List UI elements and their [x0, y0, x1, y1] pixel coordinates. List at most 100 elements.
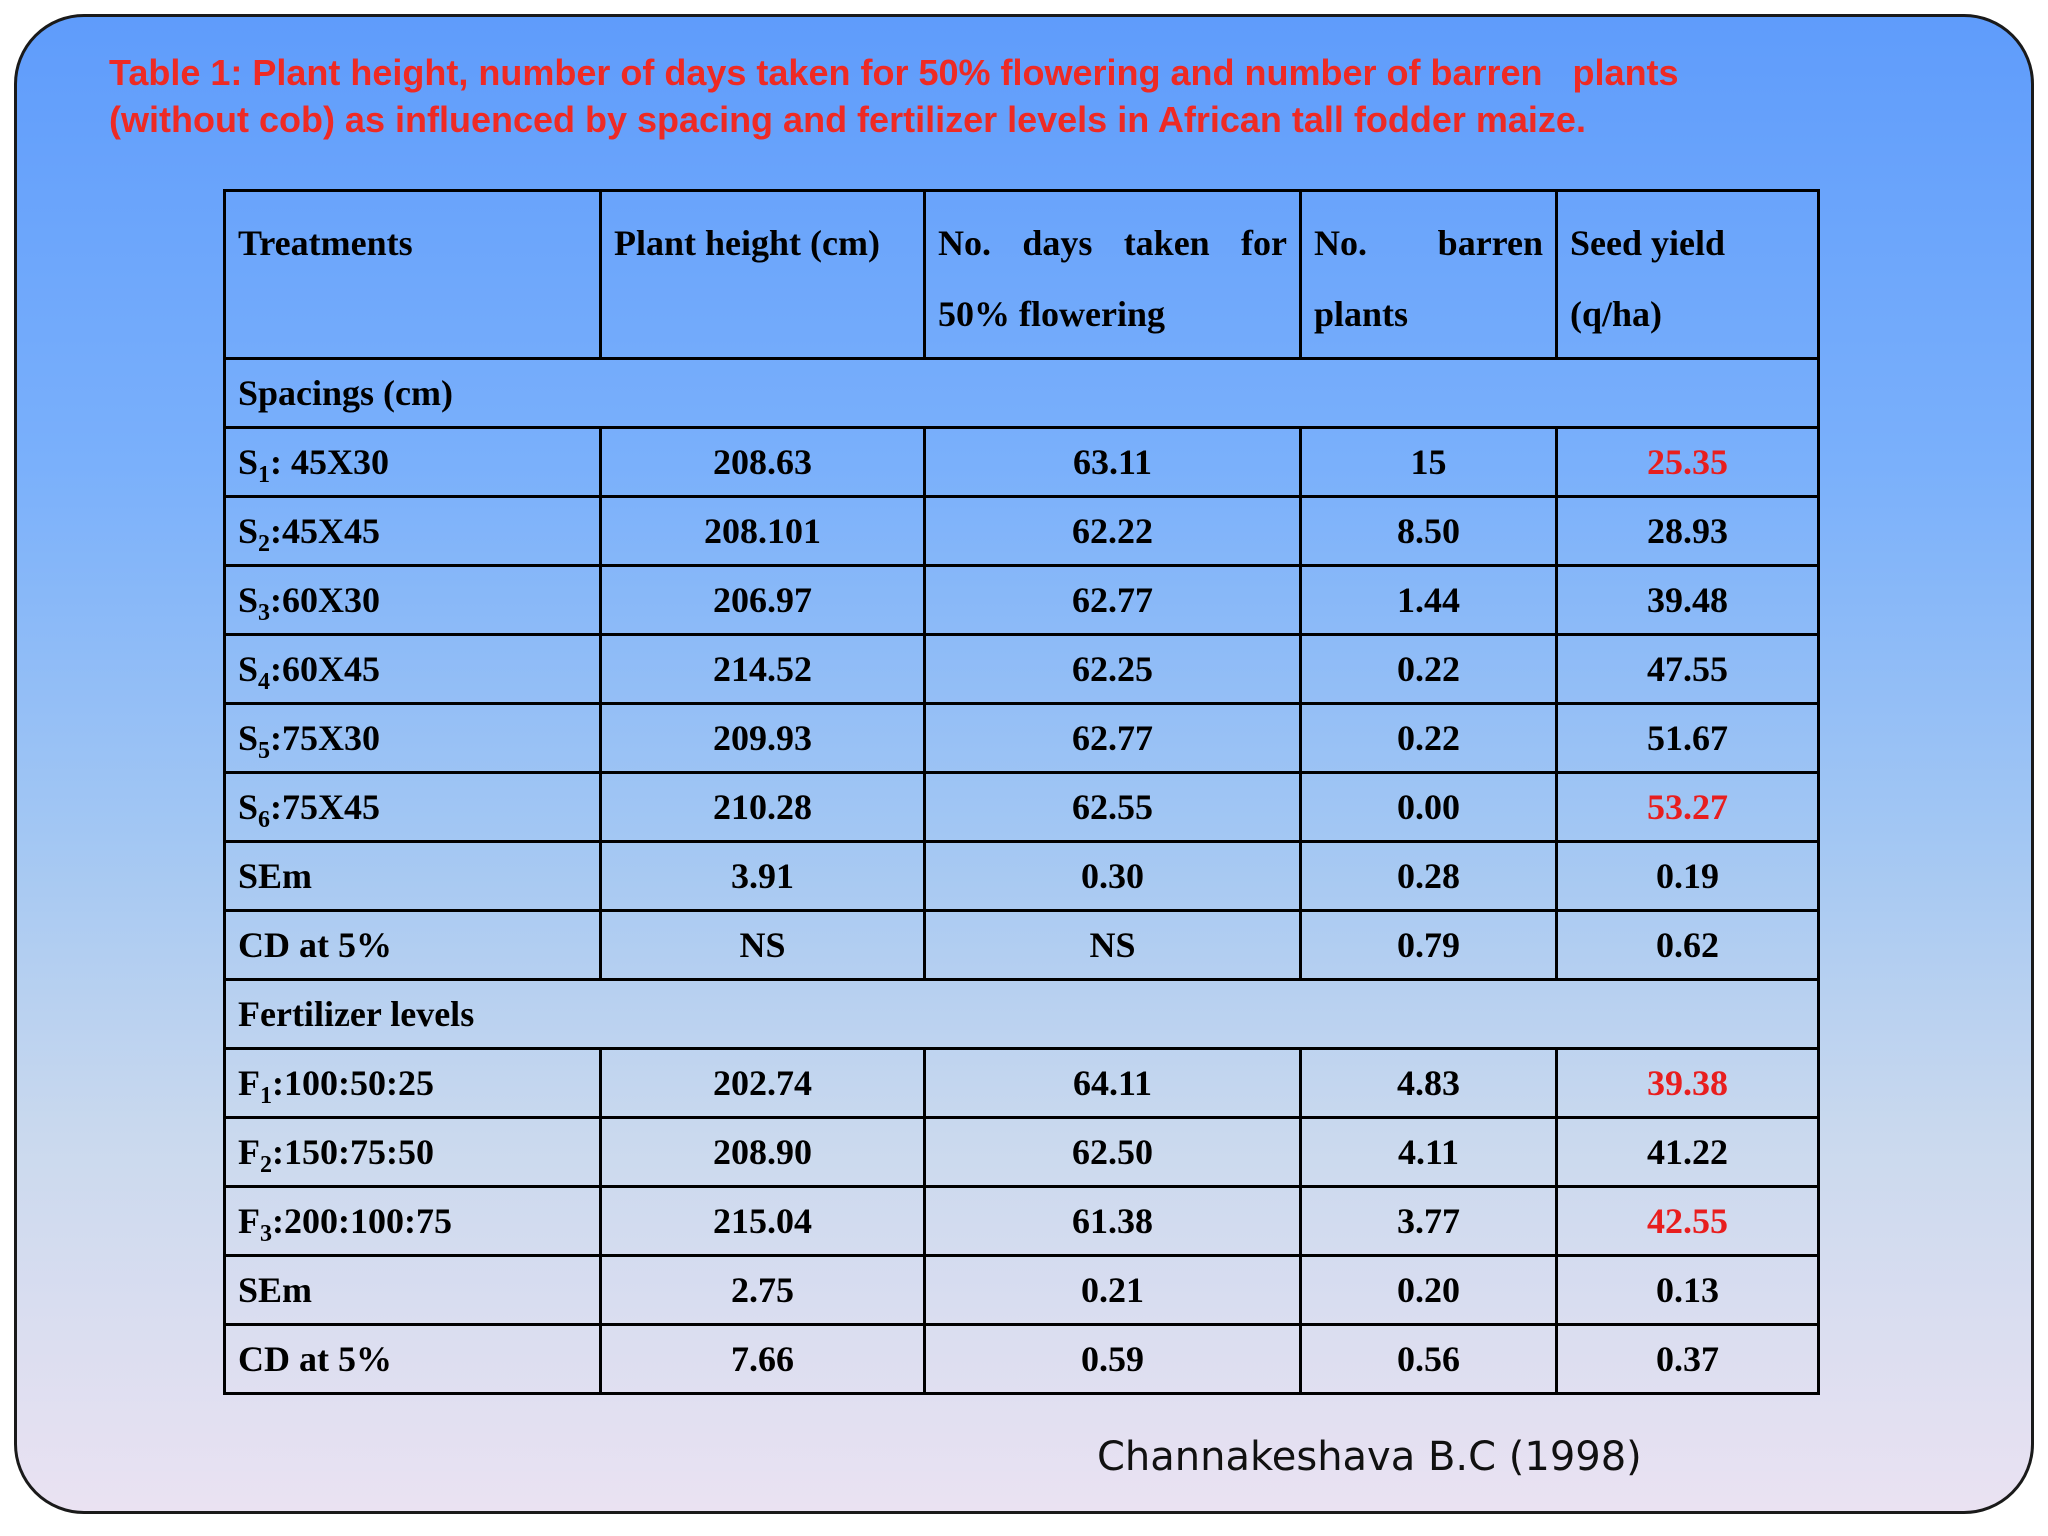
treatment-label: S1: 45X30 [223, 426, 602, 498]
seed-yield-value: 39.48 [1555, 564, 1820, 636]
days-flowering-value: 62.22 [923, 495, 1302, 567]
treatment-subscript: 4 [258, 669, 271, 695]
plant-height-value: 206.97 [599, 564, 926, 636]
barren-plants-value: 0.56 [1299, 1323, 1558, 1395]
barren-plants-value: 4.83 [1299, 1047, 1558, 1119]
treatment-detail: :75X45 [270, 787, 381, 827]
treatment-name: CD at 5% [238, 1339, 392, 1379]
seed-yield-value: 51.67 [1555, 702, 1820, 774]
plant-height-value: 214.52 [599, 633, 926, 705]
treatment-label: CD at 5% [223, 1323, 602, 1395]
days-flowering-value: 62.50 [923, 1116, 1302, 1188]
section-title: Fertilizer levels [223, 978, 1820, 1050]
treatment-detail: :60X45 [270, 649, 381, 689]
days-flowering-value: 63.11 [923, 426, 1302, 498]
header-days-flowering-line-1: No. days taken for [938, 208, 1287, 279]
table-row: F1:100:50:25 202.74 64.11 4.83 39.38 [223, 1047, 1820, 1119]
seed-yield-value: 0.37 [1555, 1323, 1820, 1395]
treatment-detail: :60X30 [270, 580, 381, 620]
table-row: F3:200:100:75 215.04 61.38 3.77 42.55 [223, 1185, 1820, 1257]
header-seed-yield-line-1: Seed yield [1570, 223, 1726, 263]
seed-yield-value: 47.55 [1555, 633, 1820, 705]
seed-yield-value: 53.27 [1555, 771, 1820, 843]
table-row: S3:60X30 206.97 62.77 1.44 39.48 [223, 564, 1820, 636]
treatment-label: CD at 5% [223, 909, 602, 981]
header-word: days [1022, 223, 1093, 263]
table-row: SEm 3.91 0.30 0.28 0.19 [223, 840, 1820, 912]
days-flowering-value: 0.30 [923, 840, 1302, 912]
header-barren-plants: No. barren plants [1299, 189, 1558, 360]
treatment-label: S6:75X45 [223, 771, 602, 843]
treatment-detail: :150:75:50 [272, 1132, 434, 1172]
days-flowering-value: 62.25 [923, 633, 1302, 705]
barren-plants-value: 1.44 [1299, 564, 1558, 636]
barren-plants-value: 0.20 [1299, 1254, 1558, 1326]
treatment-subscript: 6 [258, 807, 271, 833]
table-row: F2:150:75:50 208.90 62.50 4.11 41.22 [223, 1116, 1820, 1188]
treatment-subscript: 1 [260, 1083, 272, 1109]
table-row: S6:75X45 210.28 62.55 0.00 53.27 [223, 771, 1820, 843]
table-row: S4:60X45 214.52 62.25 0.22 47.55 [223, 633, 1820, 705]
treatment-detail: :75X30 [270, 718, 381, 758]
seed-yield-value: 42.55 [1555, 1185, 1820, 1257]
table-caption: Table 1: Plant height, number of days ta… [109, 49, 1909, 143]
plant-height-value: 208.90 [599, 1116, 926, 1188]
header-barren-plants-line-1: No. barren [1314, 208, 1543, 279]
treatment-subscript: 2 [258, 531, 271, 557]
treatment-name: S [238, 718, 259, 758]
table-row: S5:75X30 209.93 62.77 0.22 51.67 [223, 702, 1820, 774]
treatment-detail: : 45X30 [270, 442, 390, 482]
table-row: SEm 2.75 0.21 0.20 0.13 [223, 1254, 1820, 1326]
treatment-label: S3:60X30 [223, 564, 602, 636]
header-word: No. [1314, 223, 1367, 263]
barren-plants-value: 15 [1299, 426, 1558, 498]
treatment-label: F3:200:100:75 [223, 1185, 602, 1257]
treatment-name: SEm [238, 1270, 313, 1310]
header-plant-height: Plant height (cm) [599, 189, 926, 360]
slide: Table 1: Plant height, number of days ta… [14, 14, 2034, 1514]
plant-height-value: 208.101 [599, 495, 926, 567]
barren-plants-value: 0.00 [1299, 771, 1558, 843]
days-flowering-value: 0.59 [923, 1323, 1302, 1395]
treatment-subscript: 3 [260, 1221, 272, 1247]
days-flowering-value: 62.77 [923, 564, 1302, 636]
section-row: Spacings (cm) [223, 357, 1820, 429]
treatment-label: SEm [223, 1254, 602, 1326]
table-row: S2:45X45 208.101 62.22 8.50 28.93 [223, 495, 1820, 567]
header-barren-plants-line-2: plants [1314, 294, 1409, 334]
treatment-label: S2:45X45 [223, 495, 602, 567]
treatment-label: SEm [223, 840, 602, 912]
plant-height-value: 210.28 [599, 771, 926, 843]
header-seed-yield: Seed yield (q/ha) [1555, 189, 1820, 360]
table-caption-line-2: (without cob) as influenced by spacing a… [109, 99, 1586, 140]
barren-plants-value: 8.50 [1299, 495, 1558, 567]
seed-yield-value: 0.19 [1555, 840, 1820, 912]
section-title: Spacings (cm) [223, 357, 1820, 429]
treatment-detail: :100:50:25 [272, 1063, 434, 1103]
plant-height-value: 2.75 [599, 1254, 926, 1326]
barren-plants-value: 0.22 [1299, 702, 1558, 774]
source-citation: Channakeshava B.C (1998) [1097, 1434, 1642, 1480]
table-caption-line-1: Table 1: Plant height, number of days ta… [109, 52, 1679, 93]
days-flowering-value: 62.55 [923, 771, 1302, 843]
seed-yield-value: 25.35 [1555, 426, 1820, 498]
treatment-subscript: 5 [258, 738, 271, 764]
days-flowering-value: 61.38 [923, 1185, 1302, 1257]
header-word: barren [1437, 223, 1543, 263]
treatment-subscript: 3 [258, 600, 271, 626]
days-flowering-value: 62.77 [923, 702, 1302, 774]
treatment-subscript: 2 [260, 1152, 272, 1178]
seed-yield-value: 0.13 [1555, 1254, 1820, 1326]
treatment-label: S4:60X45 [223, 633, 602, 705]
header-days-flowering: No. days taken for 50% flowering [923, 189, 1302, 360]
barren-plants-value: 4.11 [1299, 1116, 1558, 1188]
table-row: S1: 45X30 208.63 63.11 15 25.35 [223, 426, 1820, 498]
treatment-name: S [238, 511, 259, 551]
barren-plants-value: 0.79 [1299, 909, 1558, 981]
header-word: No. [938, 223, 991, 263]
plant-height-value: 209.93 [599, 702, 926, 774]
treatment-name: CD at 5% [238, 925, 392, 965]
header-word: taken [1123, 223, 1210, 263]
treatment-name: F [238, 1201, 260, 1241]
plant-height-value: 208.63 [599, 426, 926, 498]
